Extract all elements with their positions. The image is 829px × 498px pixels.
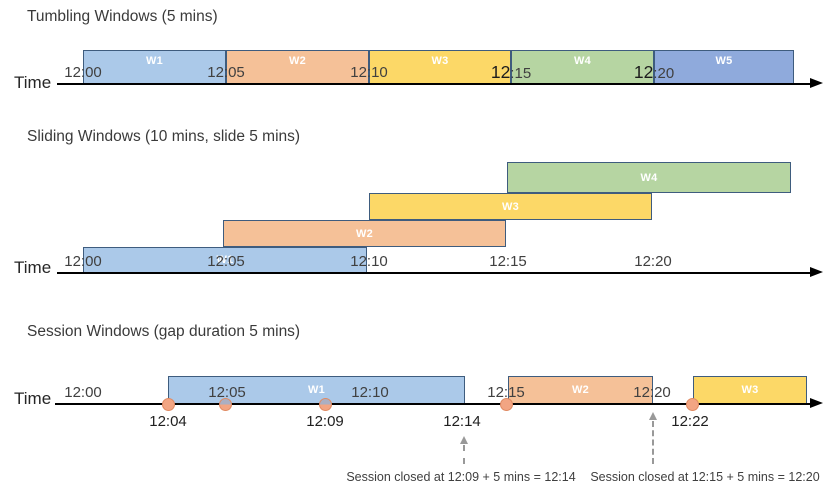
window-label: W4 — [573, 55, 592, 67]
tumbling-title: Tumbling Windows (5 mins) — [27, 8, 218, 25]
tick-label-1220: 12:20 — [633, 384, 671, 401]
window-label: W5 — [715, 55, 733, 67]
tick-label-1200: 12:00 — [64, 64, 102, 81]
axis-arrow-icon — [810, 398, 823, 408]
window-label: W2 — [571, 384, 590, 396]
event-dot — [161, 397, 175, 411]
tumbling-window-w4: W4 — [511, 50, 654, 84]
tick-label-1200: 12:00 — [64, 384, 102, 401]
annotation-arrow-icon — [459, 436, 468, 444]
sliding-window-w2: W2 — [223, 220, 506, 247]
event-dot — [685, 397, 699, 411]
window-label: W3 — [741, 384, 759, 396]
tumbling-window-w5: W5 — [654, 50, 794, 84]
sliding-window-w3: W3 — [369, 193, 652, 220]
tick-label-1215: 12:15 — [489, 253, 527, 270]
tick-label-1210: 12:10 — [350, 64, 388, 81]
event-dot — [499, 397, 513, 411]
tick-hour-part: 12 — [490, 62, 511, 82]
event-time-label-1222: 12:22 — [671, 413, 709, 430]
annotation-arrow-line — [652, 421, 654, 464]
axis-arrow-icon — [810, 267, 823, 277]
sliding-window-w4: W4 — [507, 162, 791, 193]
session-window-w3: W3 — [693, 376, 807, 404]
tumbling-window-w3: W3 — [369, 50, 511, 84]
tick-label-1205: 12:05 — [207, 64, 245, 81]
annotation-arrow-icon — [648, 412, 657, 420]
session-window-w1: W1 — [168, 376, 465, 404]
tick-label-1210: 12:10 — [351, 384, 389, 401]
event-time-label-1214: 12:14 — [443, 413, 481, 430]
tick-label-1220: 12:20 — [634, 63, 674, 83]
tumbling-time-axis-label: Time — [14, 73, 52, 92]
window-label: W2 — [355, 227, 374, 240]
window-label: W1 — [145, 55, 164, 67]
annotation-arrow-line — [463, 445, 465, 464]
window-label: W2 — [288, 55, 307, 67]
session-title: Session Windows (gap duration 5 mins) — [27, 323, 301, 340]
tick-minute-part: :15 — [510, 65, 532, 82]
event-time-label-1209: 12:09 — [306, 413, 344, 430]
window-label: W1 — [307, 384, 326, 396]
tumbling-time-axis — [57, 83, 812, 85]
tick-label-1215: 12:15 — [491, 63, 531, 83]
window-label: W4 — [640, 171, 658, 184]
session-time-axis — [55, 403, 812, 405]
sliding-title: Sliding Windows (10 mins, slide 5 mins) — [27, 128, 301, 145]
session-close-annotation: Session closed at 12:15 + 5 mins = 12:20 — [590, 470, 820, 484]
sliding-time-axis — [57, 272, 812, 274]
session-time-axis-label: Time — [14, 389, 52, 408]
tick-label-1220: 12:20 — [634, 253, 672, 270]
window-label: W1 — [216, 254, 234, 266]
event-dot — [318, 397, 332, 411]
tick-label-1205: 12:05 — [207, 253, 245, 270]
tick-minute-part: :20 — [653, 65, 675, 82]
event-time-label-1204: 12:04 — [149, 413, 187, 430]
tick-label-1200: 12:00 — [64, 253, 102, 270]
tumbling-window-w2: W2 — [226, 50, 369, 84]
tumbling-window-w1: W1 — [83, 50, 226, 84]
sliding-window-w1: W1 — [83, 247, 367, 273]
tick-hour-part: 12 — [633, 62, 654, 82]
tick-label-1210: 12:10 — [350, 253, 388, 270]
event-dot — [218, 397, 232, 411]
sliding-time-axis-label: Time — [14, 258, 52, 277]
session-window-w2: W2 — [508, 376, 653, 404]
window-label: W3 — [431, 55, 449, 67]
axis-arrow-icon — [810, 78, 823, 88]
tick-label-1205: 12:05 — [208, 384, 246, 401]
tick-label-1215: 12:15 — [487, 384, 525, 401]
session-close-annotation: Session closed at 12:09 + 5 mins = 12:14 — [346, 470, 576, 484]
window-label: W3 — [501, 200, 520, 213]
